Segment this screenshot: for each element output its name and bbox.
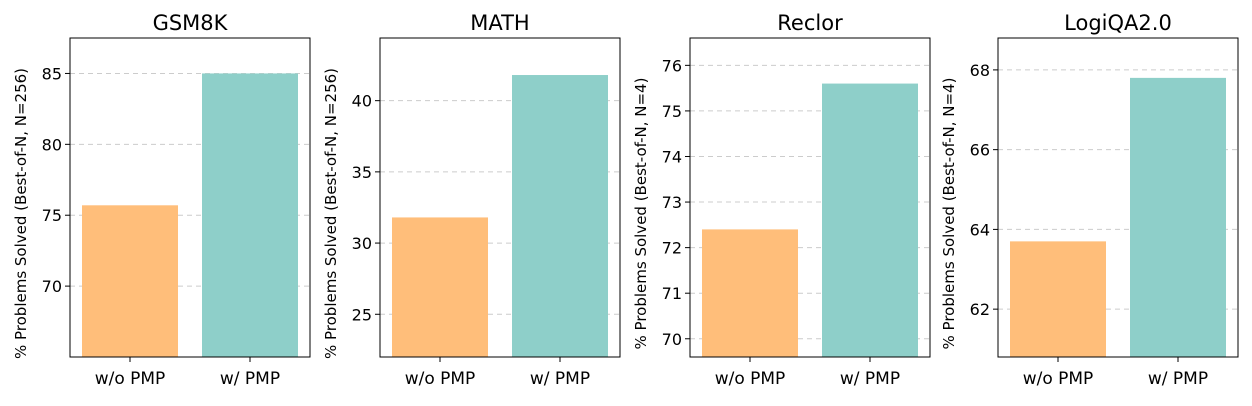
chart-panel-4: 62 64 66 68 w/o PMP w/ PMP LogiQA2.0 % Problems… (940, 11, 1239, 389)
y-tick-label: 35 (352, 163, 372, 182)
bar-w-o-pmp (82, 205, 178, 357)
bar-w-o-pmp (392, 217, 488, 357)
chart-title: GSM8K (153, 11, 229, 35)
y-axis-label: % Problems Solved (Best-of-N, N=256) (12, 68, 30, 359)
bar-w-pmp (1130, 77, 1226, 357)
axes-frame (379, 37, 621, 358)
chart-title: LogiQA2.0 (1064, 11, 1172, 35)
y-tick-label: 75 (42, 206, 62, 225)
y-tick-label: 66 (970, 141, 990, 160)
y-tick-label: 73 (662, 193, 682, 212)
y-tick-label: 68 (970, 61, 990, 80)
y-axis-label: % Problems Solved (Best-of-N, N=4) (940, 78, 958, 350)
y-tick-label: 74 (662, 147, 682, 166)
y-tick-label: 75 (662, 102, 682, 121)
y-axis-label: % Problems Solved (Best-of-N, N=4) (632, 78, 650, 350)
y-tick-label: 64 (970, 220, 990, 239)
y-tick-label: 85 (42, 64, 62, 83)
x-tick-label: w/ PMP (220, 369, 280, 389)
x-tick-label: w/ PMP (530, 369, 590, 389)
y-tick-label: 70 (662, 330, 682, 349)
y-tick-label: 62 (970, 300, 990, 319)
x-tick-label: w/o PMP (715, 369, 786, 389)
axes-frame (69, 37, 311, 358)
x-tick-label: w/ PMP (1148, 369, 1208, 389)
chart-panel-2: 25 30 35 40 w/o PMP w/ PMP MATH % Problems Solv… (322, 11, 621, 389)
bar-w-o-pmp (1010, 241, 1106, 357)
x-tick-label: w/o PMP (405, 369, 476, 389)
bar-w-pmp (822, 83, 918, 358)
y-tick-label: 80 (42, 135, 62, 154)
axes-frame (997, 37, 1239, 358)
y-tick-label: 30 (352, 234, 372, 253)
y-tick-label: 72 (662, 239, 682, 258)
y-tick-label: 25 (352, 305, 372, 324)
chart-panel-1: 70 75 80 85 w/o PMP w/ PMP GSM8K % Problems Sol… (12, 11, 311, 389)
axes-frame (689, 37, 931, 358)
bar-w-pmp (202, 73, 298, 357)
chart-panel-3: 70 71 72 73 74 75 76 w/o PMP w/ PMP Reclor % Probl… (632, 11, 931, 389)
x-tick-label: w/ PMP (840, 369, 900, 389)
y-tick-label: 71 (662, 284, 682, 303)
y-tick-label: 40 (352, 92, 372, 111)
x-tick-label: w/o PMP (95, 369, 166, 389)
x-tick-label: w/o PMP (1023, 369, 1094, 389)
y-tick-label: 70 (42, 277, 62, 296)
bar-w-o-pmp (702, 229, 798, 357)
bar-w-pmp (512, 75, 608, 357)
y-tick-label: 76 (662, 56, 682, 75)
y-axis-label: % Problems Solved (Best-of-N, N=256) (322, 68, 340, 359)
chart-title: MATH (470, 11, 529, 35)
chart-title: Reclor (777, 11, 843, 35)
